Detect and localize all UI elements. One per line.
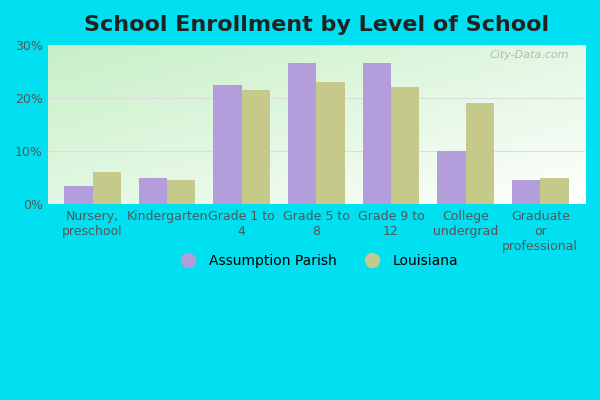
Bar	[242, 90, 270, 204]
Text: City-Data.com: City-Data.com	[490, 50, 569, 60]
Bar	[391, 87, 419, 204]
Legend: Assumption Parish, Louisiana: Assumption Parish, Louisiana	[169, 248, 464, 274]
Bar	[362, 64, 391, 204]
Bar	[167, 180, 196, 204]
Bar	[540, 178, 569, 204]
Bar	[316, 82, 345, 204]
Bar	[64, 186, 92, 204]
Bar	[288, 64, 316, 204]
Bar	[214, 85, 242, 204]
Bar	[512, 180, 540, 204]
Bar	[92, 172, 121, 204]
Bar	[139, 178, 167, 204]
Title: School Enrollment by Level of School: School Enrollment by Level of School	[84, 15, 549, 35]
Bar	[437, 151, 466, 204]
Bar	[466, 103, 494, 204]
